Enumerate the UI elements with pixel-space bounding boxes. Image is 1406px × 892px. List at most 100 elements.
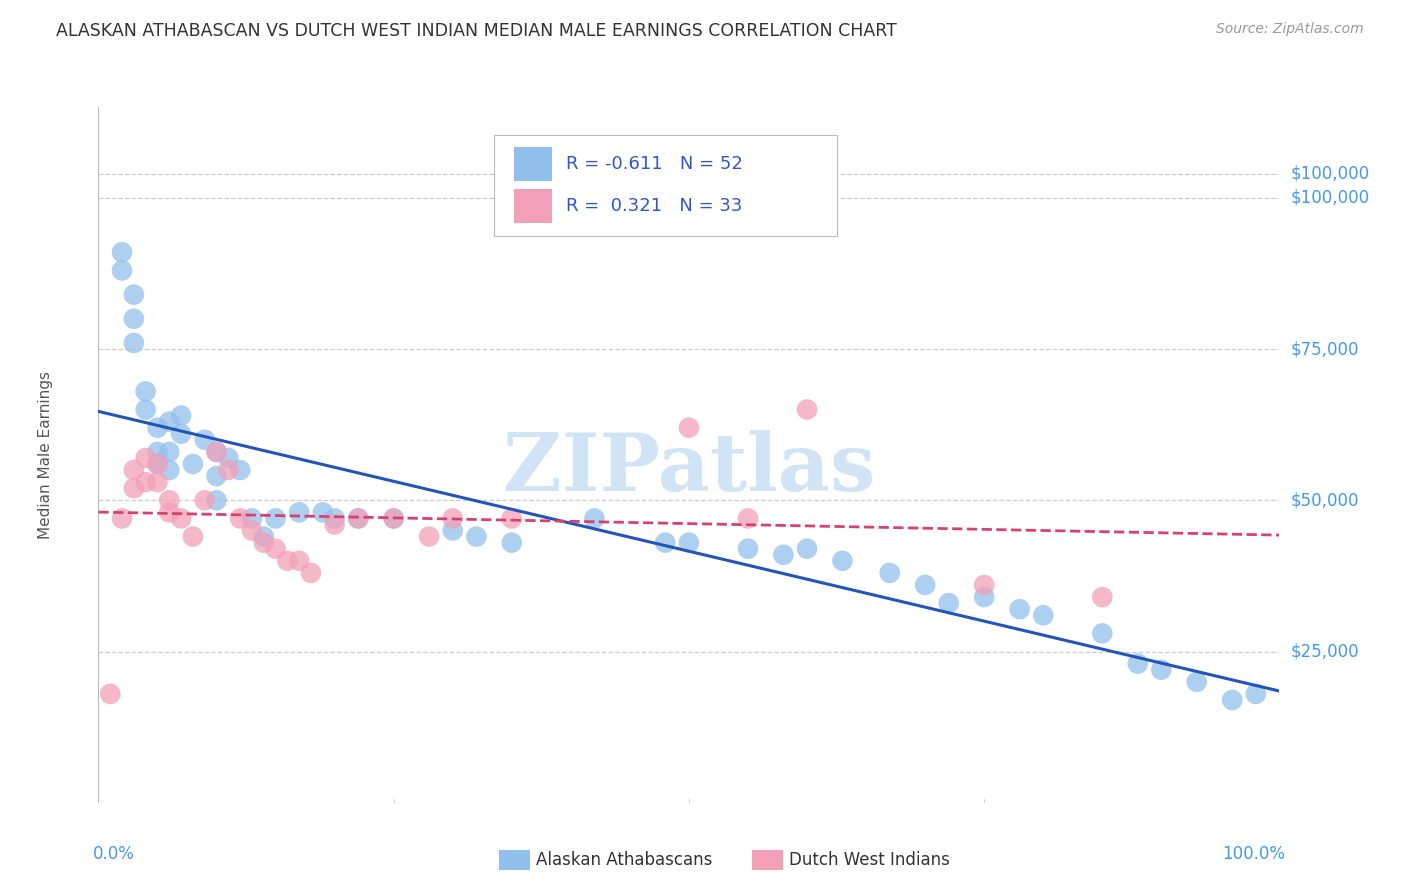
Point <box>973 578 995 592</box>
Point <box>441 524 464 538</box>
Point <box>111 511 134 525</box>
Point <box>938 596 960 610</box>
Point <box>382 511 405 525</box>
Point <box>205 445 228 459</box>
Point <box>240 524 263 538</box>
Point <box>288 505 311 519</box>
Point <box>253 535 276 549</box>
Point <box>122 311 145 326</box>
Point <box>146 457 169 471</box>
Point <box>157 493 180 508</box>
Point <box>465 530 488 544</box>
Text: 100.0%: 100.0% <box>1222 845 1285 863</box>
Text: ALASKAN ATHABASCAN VS DUTCH WEST INDIAN MEDIAN MALE EARNINGS CORRELATION CHART: ALASKAN ATHABASCAN VS DUTCH WEST INDIAN … <box>56 22 897 40</box>
Point <box>111 263 134 277</box>
Point <box>217 463 239 477</box>
Point <box>146 420 169 434</box>
Point <box>1185 674 1208 689</box>
Point <box>157 445 180 459</box>
Point <box>737 541 759 556</box>
Point <box>973 590 995 604</box>
Point <box>122 336 145 351</box>
Point <box>205 493 228 508</box>
Point <box>501 511 523 525</box>
Point <box>879 566 901 580</box>
Point <box>796 541 818 556</box>
Point <box>135 384 157 399</box>
Point <box>264 511 287 525</box>
Point <box>217 450 239 465</box>
Point <box>312 505 335 519</box>
Text: Median Male Earnings: Median Male Earnings <box>38 371 53 539</box>
Point <box>170 409 193 423</box>
Point <box>1008 602 1031 616</box>
Point <box>678 420 700 434</box>
Text: $75,000: $75,000 <box>1291 340 1360 358</box>
Point <box>1126 657 1149 671</box>
Text: R =  0.321   N = 33: R = 0.321 N = 33 <box>567 196 742 214</box>
Text: ZIPatlas: ZIPatlas <box>503 430 875 508</box>
Point <box>288 554 311 568</box>
FancyBboxPatch shape <box>494 135 837 235</box>
Point <box>347 511 370 525</box>
Point <box>229 463 252 477</box>
Bar <box>515 189 553 223</box>
Point <box>170 511 193 525</box>
Text: R = -0.611   N = 52: R = -0.611 N = 52 <box>567 155 742 173</box>
Point <box>181 530 204 544</box>
Point <box>772 548 794 562</box>
Point <box>914 578 936 592</box>
Point <box>501 535 523 549</box>
Point <box>205 445 228 459</box>
Point <box>323 511 346 525</box>
Point <box>157 415 180 429</box>
Text: Alaskan Athabascans: Alaskan Athabascans <box>536 851 711 869</box>
Text: $100,000: $100,000 <box>1291 189 1369 207</box>
Point <box>135 402 157 417</box>
Point <box>1244 687 1267 701</box>
Point <box>135 450 157 465</box>
Point <box>1150 663 1173 677</box>
Point <box>441 511 464 525</box>
Point <box>111 245 134 260</box>
Point <box>98 687 121 701</box>
Point <box>229 511 252 525</box>
Point <box>1091 590 1114 604</box>
Point <box>418 530 440 544</box>
Text: $100,000: $100,000 <box>1291 165 1369 183</box>
Point <box>654 535 676 549</box>
Point <box>157 505 180 519</box>
Point <box>276 554 298 568</box>
Point <box>157 463 180 477</box>
Point <box>122 287 145 301</box>
Point <box>347 511 370 525</box>
Point <box>146 457 169 471</box>
Point <box>181 457 204 471</box>
Point <box>194 433 217 447</box>
Point <box>122 463 145 477</box>
Point <box>678 535 700 549</box>
Text: 0.0%: 0.0% <box>93 845 135 863</box>
Point <box>194 493 217 508</box>
Bar <box>515 147 553 180</box>
Point <box>323 517 346 532</box>
Text: $25,000: $25,000 <box>1291 642 1360 661</box>
Point <box>170 426 193 441</box>
Point <box>299 566 322 580</box>
Point <box>264 541 287 556</box>
Point <box>135 475 157 490</box>
Point <box>583 511 606 525</box>
Point <box>240 511 263 525</box>
Point <box>737 511 759 525</box>
Point <box>831 554 853 568</box>
Point <box>205 469 228 483</box>
Point <box>796 402 818 417</box>
Point <box>146 475 169 490</box>
Point <box>253 530 276 544</box>
Point <box>1091 626 1114 640</box>
Point <box>382 511 405 525</box>
Point <box>122 481 145 495</box>
Text: Dutch West Indians: Dutch West Indians <box>789 851 949 869</box>
Point <box>146 445 169 459</box>
Text: Source: ZipAtlas.com: Source: ZipAtlas.com <box>1216 22 1364 37</box>
